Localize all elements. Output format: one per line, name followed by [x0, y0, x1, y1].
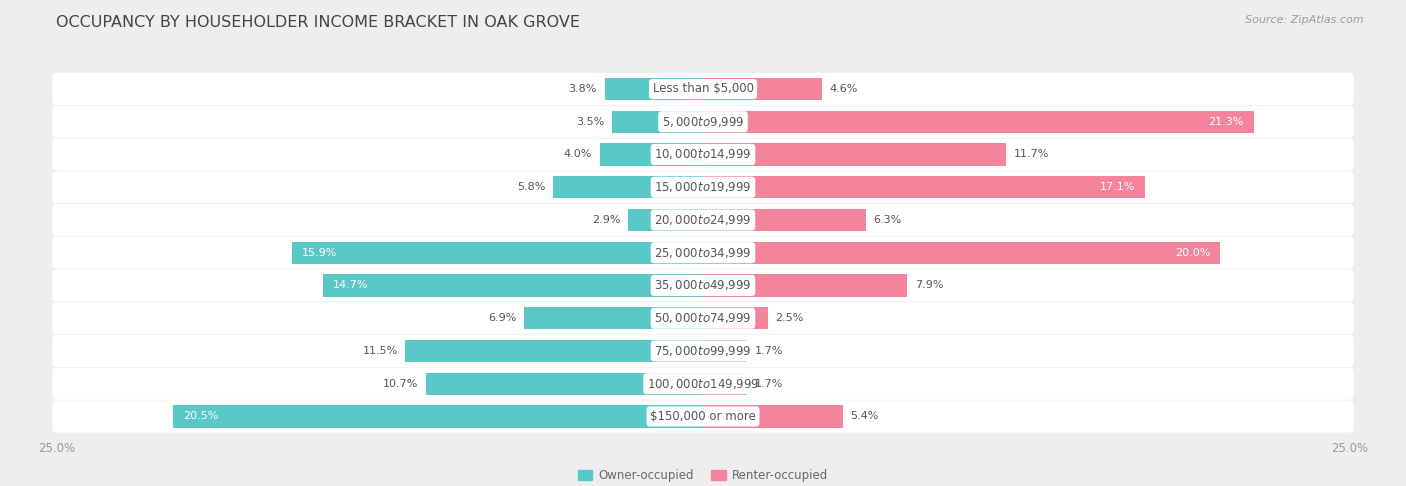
- Text: 3.8%: 3.8%: [568, 84, 598, 94]
- Bar: [323, 274, 703, 296]
- Legend: Owner-occupied, Renter-occupied: Owner-occupied, Renter-occupied: [574, 465, 832, 486]
- FancyBboxPatch shape: [52, 269, 1354, 301]
- FancyBboxPatch shape: [52, 204, 1354, 236]
- Text: OCCUPANCY BY HOUSEHOLDER INCOME BRACKET IN OAK GROVE: OCCUPANCY BY HOUSEHOLDER INCOME BRACKET …: [56, 15, 581, 30]
- Text: $5,000 to $9,999: $5,000 to $9,999: [662, 115, 744, 129]
- Bar: [599, 143, 703, 166]
- Text: 15.9%: 15.9%: [302, 248, 337, 258]
- Bar: [703, 176, 1146, 198]
- Bar: [405, 340, 703, 362]
- FancyBboxPatch shape: [52, 139, 1354, 171]
- Text: 11.7%: 11.7%: [1014, 150, 1049, 159]
- Bar: [553, 176, 703, 198]
- Bar: [703, 373, 747, 395]
- Text: 1.7%: 1.7%: [755, 346, 783, 356]
- Text: $20,000 to $24,999: $20,000 to $24,999: [654, 213, 752, 227]
- Bar: [703, 78, 823, 100]
- Text: 6.3%: 6.3%: [873, 215, 903, 225]
- Bar: [703, 340, 747, 362]
- Text: 2.9%: 2.9%: [592, 215, 620, 225]
- Bar: [628, 209, 703, 231]
- Bar: [613, 111, 703, 133]
- Text: Less than $5,000: Less than $5,000: [652, 83, 754, 95]
- Bar: [291, 242, 703, 264]
- Bar: [703, 111, 1254, 133]
- Text: 6.9%: 6.9%: [488, 313, 517, 323]
- FancyBboxPatch shape: [52, 302, 1354, 334]
- Text: 10.7%: 10.7%: [382, 379, 419, 389]
- Bar: [703, 242, 1220, 264]
- Bar: [703, 307, 768, 330]
- Bar: [703, 143, 1005, 166]
- Bar: [703, 274, 907, 296]
- Text: 20.5%: 20.5%: [183, 412, 218, 421]
- Text: 4.6%: 4.6%: [830, 84, 858, 94]
- Bar: [426, 373, 703, 395]
- Text: $15,000 to $19,999: $15,000 to $19,999: [654, 180, 752, 194]
- Text: 11.5%: 11.5%: [363, 346, 398, 356]
- Text: 1.7%: 1.7%: [755, 379, 783, 389]
- FancyBboxPatch shape: [52, 367, 1354, 400]
- Text: 14.7%: 14.7%: [333, 280, 368, 291]
- Text: 3.5%: 3.5%: [576, 117, 605, 127]
- Text: $35,000 to $49,999: $35,000 to $49,999: [654, 278, 752, 293]
- Bar: [173, 405, 703, 428]
- Text: $50,000 to $74,999: $50,000 to $74,999: [654, 311, 752, 325]
- Text: 2.5%: 2.5%: [776, 313, 804, 323]
- Text: 21.3%: 21.3%: [1208, 117, 1244, 127]
- Text: $10,000 to $14,999: $10,000 to $14,999: [654, 147, 752, 161]
- Bar: [703, 209, 866, 231]
- Text: 5.4%: 5.4%: [851, 412, 879, 421]
- Text: $100,000 to $149,999: $100,000 to $149,999: [647, 377, 759, 391]
- FancyBboxPatch shape: [52, 171, 1354, 203]
- FancyBboxPatch shape: [52, 400, 1354, 433]
- Text: 4.0%: 4.0%: [564, 150, 592, 159]
- Text: 7.9%: 7.9%: [915, 280, 943, 291]
- Text: 20.0%: 20.0%: [1174, 248, 1211, 258]
- Bar: [605, 78, 703, 100]
- Text: 5.8%: 5.8%: [517, 182, 546, 192]
- FancyBboxPatch shape: [52, 335, 1354, 367]
- Bar: [524, 307, 703, 330]
- FancyBboxPatch shape: [52, 73, 1354, 105]
- Text: 17.1%: 17.1%: [1099, 182, 1135, 192]
- Text: Source: ZipAtlas.com: Source: ZipAtlas.com: [1246, 15, 1364, 25]
- FancyBboxPatch shape: [52, 237, 1354, 269]
- Text: $75,000 to $99,999: $75,000 to $99,999: [654, 344, 752, 358]
- Text: $150,000 or more: $150,000 or more: [650, 410, 756, 423]
- FancyBboxPatch shape: [52, 105, 1354, 138]
- Text: $25,000 to $34,999: $25,000 to $34,999: [654, 246, 752, 260]
- Bar: [703, 405, 842, 428]
